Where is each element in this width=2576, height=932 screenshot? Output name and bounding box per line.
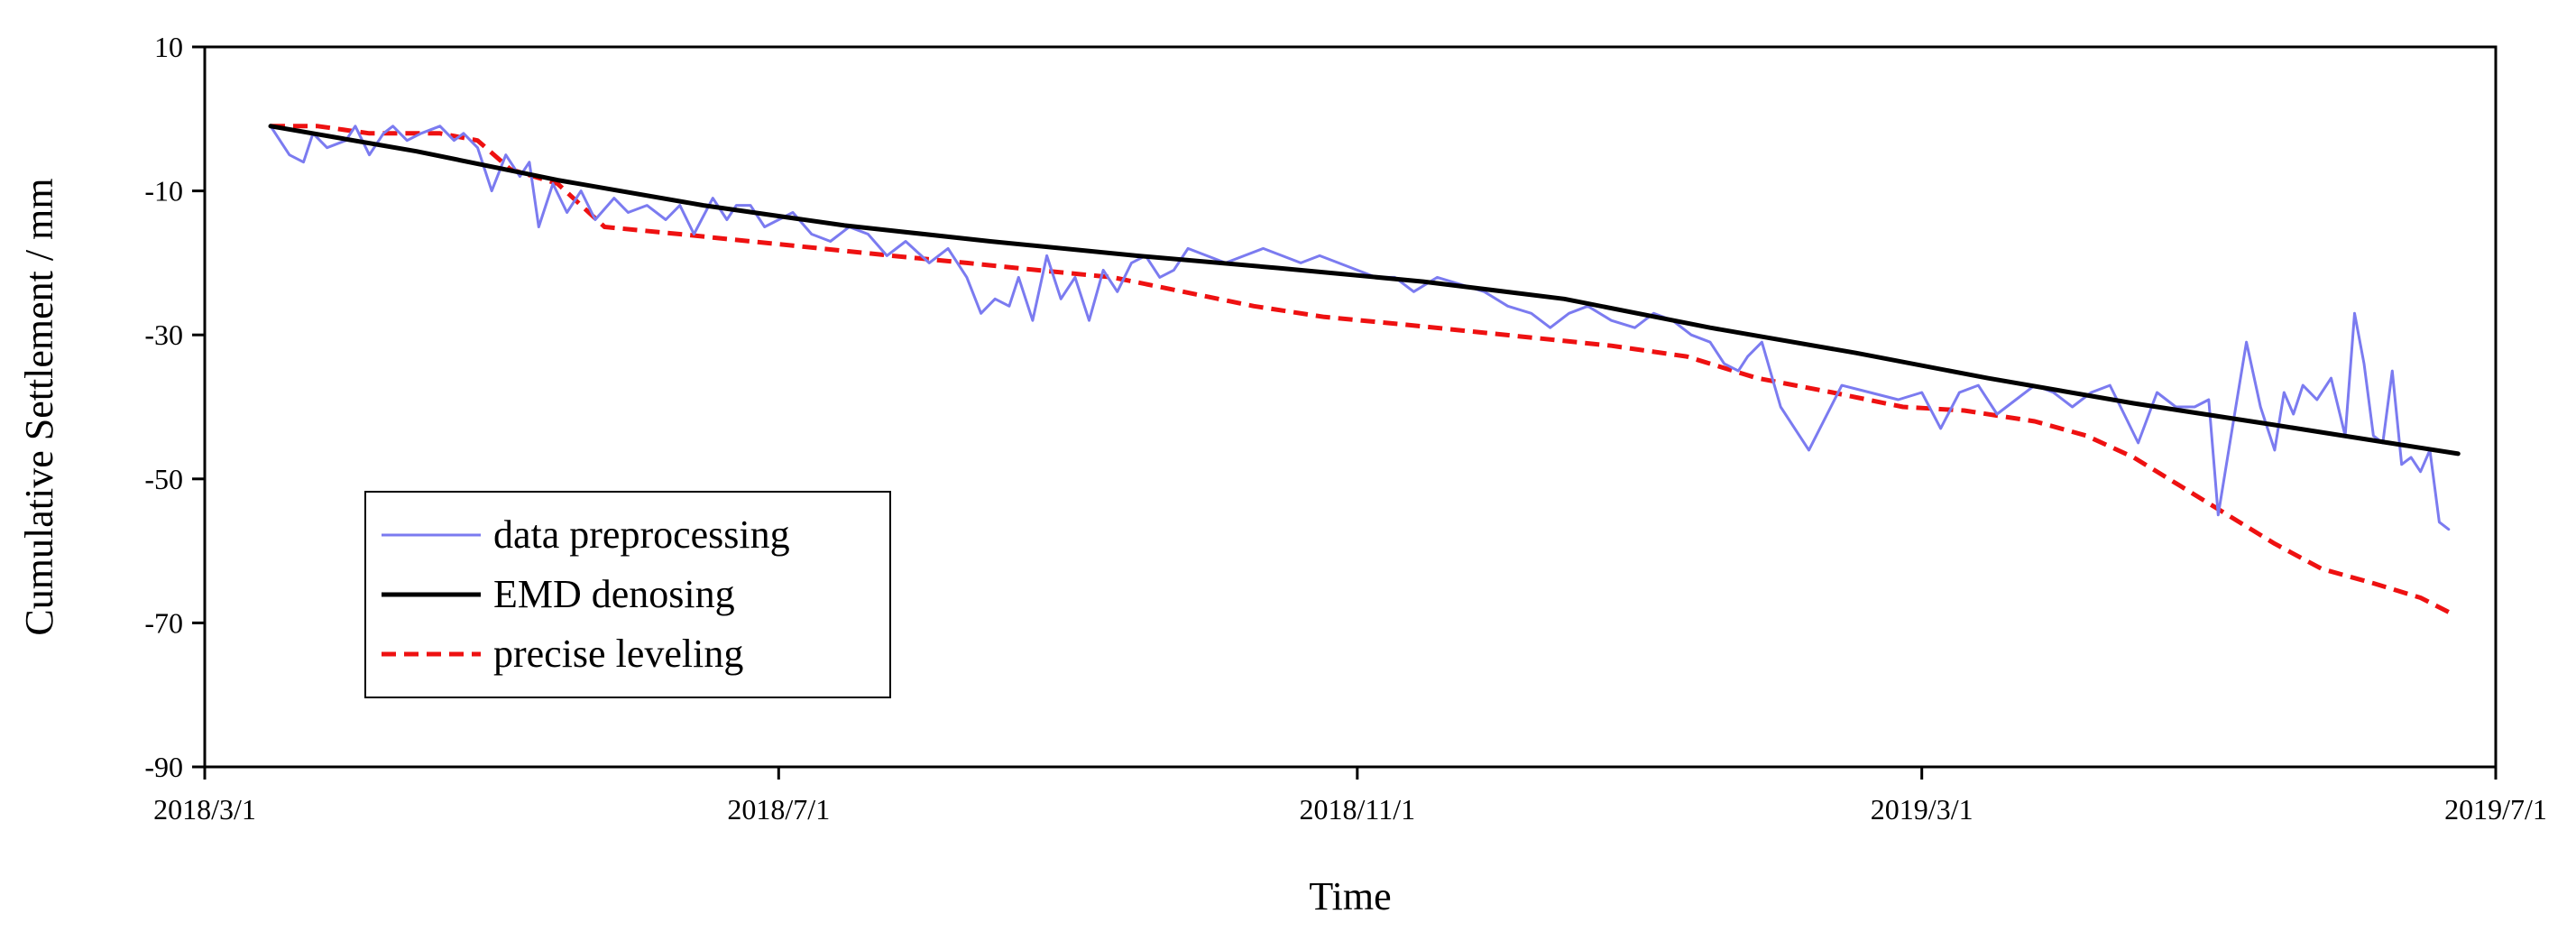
legend: data preprocessing EMD denosing precise le…: [364, 491, 891, 698]
precise-leveling-line: [271, 124, 2450, 614]
y-tick-label: -10: [144, 175, 183, 208]
x-tick-label: 2018/7/1: [727, 793, 830, 826]
y-axis-title: Cumulative Settlement / mm: [17, 178, 61, 635]
legend-item-data-preprocessing: data preprocessing: [382, 512, 790, 557]
y-tick-label: -50: [144, 463, 183, 495]
y-tick-label: -70: [144, 606, 183, 639]
x-tick-label: 2019/3/1: [1871, 793, 1973, 826]
y-tick-label: -90: [144, 751, 183, 783]
legend-items: data preprocessing EMD denosing precise le…: [382, 512, 790, 676]
data-preprocessing-line: [269, 125, 2451, 531]
legend-label: EMD denosing: [493, 572, 735, 616]
x-axis-ticks: 2018/3/1 2018/7/1 2018/11/1 2019/3/1 2019/7/…: [153, 767, 2547, 826]
legend-label: precise leveling: [493, 632, 743, 676]
plot-frame: [203, 45, 2498, 769]
legend-item-emd-denosing: EMD denosing: [382, 572, 735, 616]
emd-denosing-line: [268, 124, 2461, 457]
y-tick-label: -30: [144, 318, 183, 351]
x-tick-label: 2019/7/1: [2444, 793, 2547, 826]
x-axis-title: Time: [1309, 874, 1391, 918]
x-tick-label: 2018/3/1: [153, 793, 256, 826]
x-tick-label: 2018/11/1: [1300, 793, 1416, 826]
y-tick-label: 10: [154, 31, 183, 63]
legend-item-precise-leveling: precise leveling: [382, 632, 743, 676]
series-layer: [268, 124, 2461, 614]
legend-label: data preprocessing: [493, 512, 790, 557]
y-axis-ticks: 10 -10 -30 -50 -70 -90: [144, 31, 205, 783]
